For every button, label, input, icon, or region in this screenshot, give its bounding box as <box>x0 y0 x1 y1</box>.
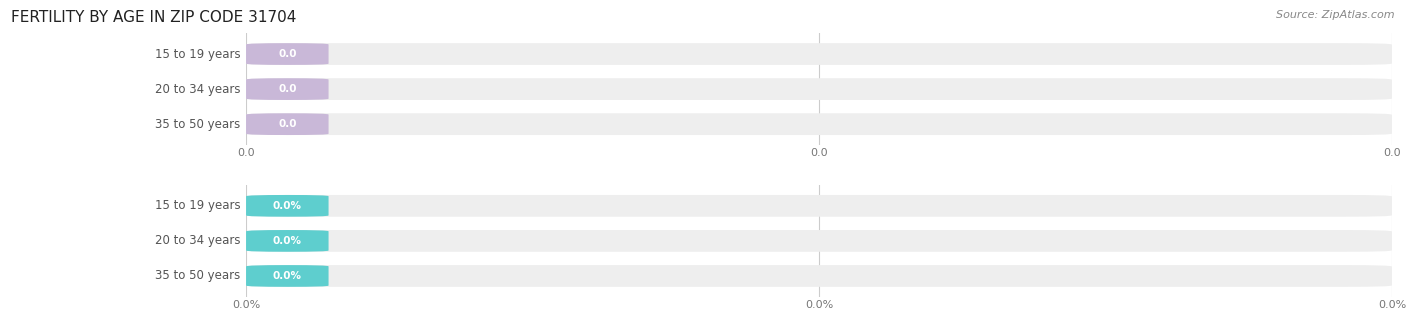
FancyBboxPatch shape <box>246 78 329 100</box>
FancyBboxPatch shape <box>246 265 329 287</box>
Text: 20 to 34 years: 20 to 34 years <box>155 82 240 96</box>
Text: 0.0%: 0.0% <box>273 271 302 281</box>
Text: 15 to 19 years: 15 to 19 years <box>155 48 240 60</box>
FancyBboxPatch shape <box>246 230 329 252</box>
Text: 15 to 19 years: 15 to 19 years <box>155 199 240 212</box>
FancyBboxPatch shape <box>246 265 1392 287</box>
Text: 0.0: 0.0 <box>278 49 297 59</box>
FancyBboxPatch shape <box>246 195 1392 217</box>
Text: 20 to 34 years: 20 to 34 years <box>155 234 240 248</box>
FancyBboxPatch shape <box>246 113 1392 135</box>
Text: FERTILITY BY AGE IN ZIP CODE 31704: FERTILITY BY AGE IN ZIP CODE 31704 <box>11 10 297 25</box>
Text: 0.0%: 0.0% <box>273 236 302 246</box>
Text: 0.0%: 0.0% <box>273 201 302 211</box>
FancyBboxPatch shape <box>246 43 329 65</box>
Text: 35 to 50 years: 35 to 50 years <box>155 270 240 282</box>
FancyBboxPatch shape <box>246 230 1392 252</box>
FancyBboxPatch shape <box>246 78 1392 100</box>
Text: 0.0: 0.0 <box>278 119 297 129</box>
Text: 35 to 50 years: 35 to 50 years <box>155 118 240 131</box>
Text: 0.0: 0.0 <box>278 84 297 94</box>
FancyBboxPatch shape <box>246 43 1392 65</box>
FancyBboxPatch shape <box>246 195 329 217</box>
Text: Source: ZipAtlas.com: Source: ZipAtlas.com <box>1277 10 1395 20</box>
FancyBboxPatch shape <box>246 113 329 135</box>
